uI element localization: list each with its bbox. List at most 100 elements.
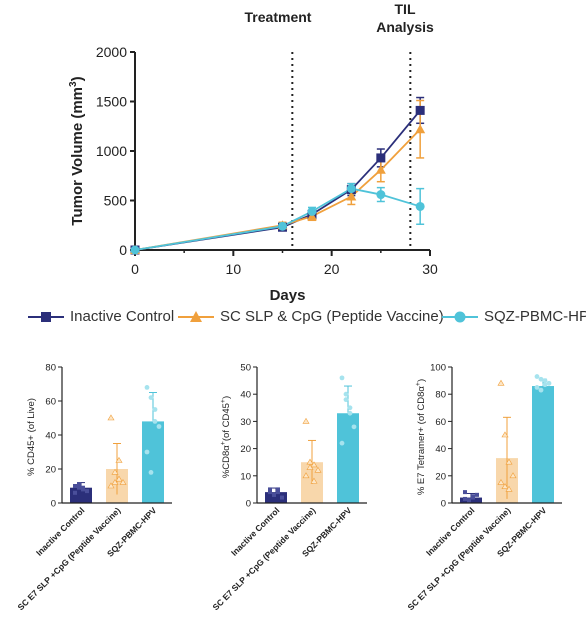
y-tick-label: 30 <box>240 417 251 428</box>
legend-item-peptide-vaccine: SC SLP & CpG (Peptide Vaccine) <box>178 308 444 325</box>
data-point <box>376 153 386 163</box>
data-point <box>148 470 154 475</box>
data-point <box>310 477 318 484</box>
y-tick-label: 80 <box>435 390 446 401</box>
data-point <box>343 391 349 397</box>
data-point <box>81 485 85 490</box>
y-tick-label: 20 <box>240 444 251 455</box>
data-point <box>268 487 272 492</box>
y-tick-label: 0 <box>51 499 56 510</box>
data-point <box>152 419 158 424</box>
data-point <box>268 490 272 495</box>
x-tick-label: 10 <box>226 261 242 277</box>
data-point <box>471 494 475 499</box>
data-point <box>505 458 513 465</box>
y-tick-label: 2000 <box>96 44 127 60</box>
data-point <box>347 405 353 411</box>
data-point <box>534 374 540 379</box>
x-tick-label: 30 <box>422 261 438 277</box>
data-point <box>415 124 426 134</box>
x-axis-label: Days <box>270 287 306 304</box>
data-point <box>415 201 425 211</box>
bar <box>142 421 164 503</box>
y-tick-label: 20 <box>45 465 56 476</box>
data-point <box>302 472 310 479</box>
bar <box>337 413 359 503</box>
y-tick-label: 40 <box>435 444 446 455</box>
data-point <box>463 496 467 501</box>
y-tick-label: 0 <box>246 499 251 510</box>
data-point <box>276 490 280 495</box>
data-point <box>463 490 467 495</box>
data-point <box>119 479 127 485</box>
data-point <box>343 397 349 403</box>
data-point <box>351 424 357 430</box>
data-point <box>152 407 158 412</box>
data-point <box>115 456 123 463</box>
square-marker-icon <box>28 311 64 322</box>
data-point <box>346 191 357 201</box>
data-point <box>542 382 548 388</box>
data-point <box>73 484 77 488</box>
bar <box>532 386 554 503</box>
data-point <box>272 492 276 497</box>
data-point <box>111 479 119 485</box>
data-point <box>538 387 544 393</box>
y-axis-label: % E7 Tetramer+ (of CD8α+) <box>415 379 427 495</box>
data-point <box>376 190 386 200</box>
legend-item-inactive-control: Inactive Control <box>28 308 174 325</box>
data-point <box>497 379 505 386</box>
data-point <box>339 375 345 381</box>
legend-item-sqz-pbmc-hpv: SQZ-PBMC-HPV <box>442 308 586 325</box>
data-point <box>302 417 310 424</box>
data-point <box>467 498 471 503</box>
y-tick-label: 1000 <box>96 143 127 159</box>
data-point <box>111 468 119 475</box>
data-point <box>77 485 81 490</box>
bar <box>265 492 287 503</box>
y-tick-label: 500 <box>104 193 128 209</box>
data-point <box>546 380 552 386</box>
data-point <box>314 466 322 473</box>
data-point <box>77 482 81 487</box>
data-point <box>339 440 345 446</box>
data-point <box>501 431 509 438</box>
data-point <box>538 376 544 382</box>
data-point <box>310 461 318 468</box>
data-point <box>415 105 425 115</box>
y-axis-label: % CD45+ (of Live) <box>26 398 37 476</box>
data-point <box>107 482 115 489</box>
data-point <box>148 395 154 400</box>
y-axis-label: %CD8α+(of CD45+) <box>220 396 232 478</box>
legend-label: Inactive Control <box>70 308 175 325</box>
y-tick-label: 80 <box>45 363 56 374</box>
y-tick-label: 20 <box>435 471 446 482</box>
data-point <box>144 449 150 455</box>
y-axis-label: Tumor Volume (mm3) <box>68 76 86 225</box>
data-point <box>85 489 89 494</box>
data-point <box>347 410 353 416</box>
data-point <box>501 483 509 489</box>
y-tick-label: 40 <box>240 390 251 401</box>
series-line <box>134 128 421 251</box>
data-point <box>505 485 513 492</box>
y-tick-label: 0 <box>119 242 127 258</box>
x-tick-label: 20 <box>324 261 340 277</box>
analysis-label: Analysis <box>376 19 434 35</box>
y-tick-label: 60 <box>435 417 446 428</box>
data-point <box>306 464 314 470</box>
y-tick-label: 50 <box>240 363 251 374</box>
data-point <box>144 385 150 390</box>
data-point <box>307 206 317 216</box>
tumor-growth-chart: 0 500 1000 1500 2000 0 10 20 30 Days Tumor Volume … <box>68 1 438 304</box>
data-point <box>276 487 280 492</box>
data-point <box>375 164 386 174</box>
data-point <box>73 490 77 495</box>
triangle-marker-icon <box>178 310 214 322</box>
series-line <box>134 109 421 251</box>
data-point <box>475 492 479 497</box>
data-point <box>280 495 284 500</box>
